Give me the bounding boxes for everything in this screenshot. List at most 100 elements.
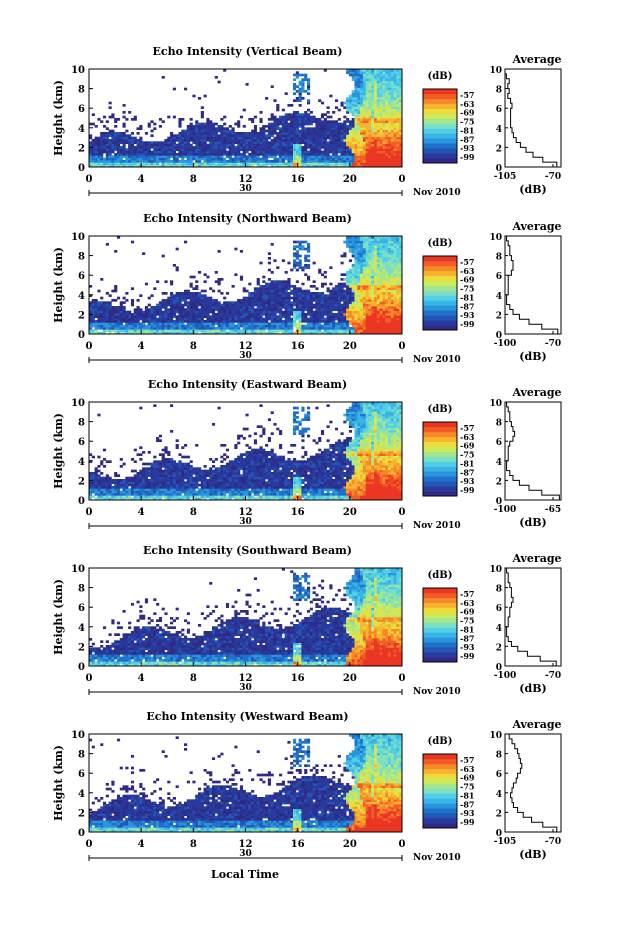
- heatmap-cell: [259, 148, 262, 151]
- heatmap-cell: [385, 95, 388, 98]
- heatmap-cell: [234, 327, 237, 330]
- heatmap-cell: [391, 144, 394, 147]
- heatmap-cell: [226, 311, 229, 314]
- heatmap-cell: [346, 315, 349, 318]
- heatmap-cell: [209, 320, 212, 323]
- heatmap-cell: [223, 327, 226, 330]
- heatmap-cell: [190, 139, 193, 142]
- heatmap-cell: [229, 308, 232, 311]
- heatmap-cell: [257, 141, 260, 144]
- heatmap-cell: [396, 137, 399, 140]
- heatmap-cell: [234, 123, 237, 126]
- heatmap-cell: [223, 116, 226, 119]
- heatmap-cell: [371, 297, 374, 300]
- heatmap-cell: [296, 297, 299, 300]
- heatmap-cell: [368, 134, 371, 137]
- heatmap-cell: [299, 144, 302, 147]
- heatmap-cell: [201, 306, 204, 309]
- heatmap-cell: [385, 283, 388, 286]
- heatmap-cell: [335, 292, 338, 295]
- heatmap-cell: [296, 257, 299, 260]
- heatmap-cell: [396, 278, 399, 281]
- heatmap-cell: [301, 162, 304, 165]
- heatmap-cell: [327, 127, 330, 130]
- heatmap-cell: [296, 71, 299, 74]
- heatmap-cell: [240, 137, 243, 140]
- heatmap-cell: [299, 311, 302, 314]
- heatmap-cell: [279, 283, 282, 286]
- heatmap-cell: [282, 325, 285, 328]
- heatmap-cell: [164, 141, 167, 144]
- heatmap-cell: [377, 248, 380, 251]
- heatmap-cell: [181, 292, 184, 295]
- heatmap-cell: [234, 304, 237, 307]
- heatmap-cell: [394, 283, 397, 286]
- heatmap-cell: [232, 141, 235, 144]
- heatmap-cell: [374, 304, 377, 307]
- heatmap-cell: [251, 292, 254, 295]
- heatmap-cell: [338, 155, 341, 158]
- heatmap-cell: [296, 327, 299, 330]
- heatmap-cell: [134, 137, 137, 140]
- heatmap-cell: [178, 301, 181, 304]
- heatmap-cell: [273, 297, 276, 300]
- heatmap-cell: [385, 250, 388, 253]
- heatmap-cell: [268, 137, 271, 140]
- heatmap-cell: [349, 120, 352, 123]
- heatmap-cell: [206, 139, 209, 142]
- heatmap-cell: [363, 313, 366, 316]
- heatmap-cell: [352, 322, 355, 325]
- heatmap-cell: [209, 308, 212, 311]
- heatmap-cell: [338, 151, 341, 154]
- heatmap-cell: [352, 155, 355, 158]
- heatmap-cell: [371, 148, 374, 151]
- heatmap-cell: [170, 160, 173, 163]
- heatmap-cell: [262, 285, 265, 288]
- heatmap-cell: [374, 120, 377, 123]
- heatmap-cell: [176, 294, 179, 297]
- heatmap-cell: [368, 113, 371, 116]
- heatmap-cell: [332, 322, 335, 325]
- heatmap-cell: [131, 141, 134, 144]
- heatmap-cell: [318, 329, 321, 332]
- heatmap-cell: [287, 146, 290, 149]
- heatmap-cell: [167, 315, 170, 318]
- heatmap-cell: [229, 137, 232, 140]
- heatmap-cell: [310, 134, 313, 137]
- heatmap-cell: [396, 78, 399, 81]
- heatmap-cell: [296, 287, 299, 290]
- heatmap-cell: [352, 137, 355, 140]
- heatmap-cell: [195, 301, 198, 304]
- heatmap-cell: [296, 308, 299, 311]
- heatmap-cell: [368, 238, 371, 241]
- heatmap-cell: [377, 151, 380, 154]
- heatmap-cell: [338, 311, 341, 314]
- heatmap-cell: [184, 144, 187, 147]
- heatmap-cell: [366, 139, 369, 142]
- heatmap-cell: [123, 320, 126, 323]
- heatmap-cell: [117, 322, 120, 325]
- heatmap-cell: [327, 287, 330, 290]
- heatmap-cell: [293, 146, 296, 149]
- heatmap-cell: [117, 327, 120, 330]
- heatmap-cell: [190, 134, 193, 137]
- heatmap-cell: [192, 287, 195, 290]
- heatmap-cell: [371, 257, 374, 260]
- heatmap: [89, 69, 402, 167]
- heatmap-cell: [285, 299, 288, 302]
- heatmap-cell: [268, 252, 271, 255]
- heatmap-cell: [352, 78, 355, 81]
- heatmap-cell: [382, 250, 385, 253]
- heatmap-cell: [363, 144, 366, 147]
- heatmap-cell: [198, 137, 201, 140]
- heatmap-cell: [209, 120, 212, 123]
- heatmap-cell: [313, 325, 316, 328]
- heatmap-cell: [357, 238, 360, 241]
- heatmap-cell: [357, 162, 360, 165]
- heatmap-cell: [327, 311, 330, 314]
- heatmap-cell: [95, 141, 98, 144]
- heatmap-cell: [357, 130, 360, 133]
- heatmap-cell: [349, 285, 352, 288]
- heatmap-cell: [164, 306, 167, 309]
- heatmap-cell: [380, 318, 383, 321]
